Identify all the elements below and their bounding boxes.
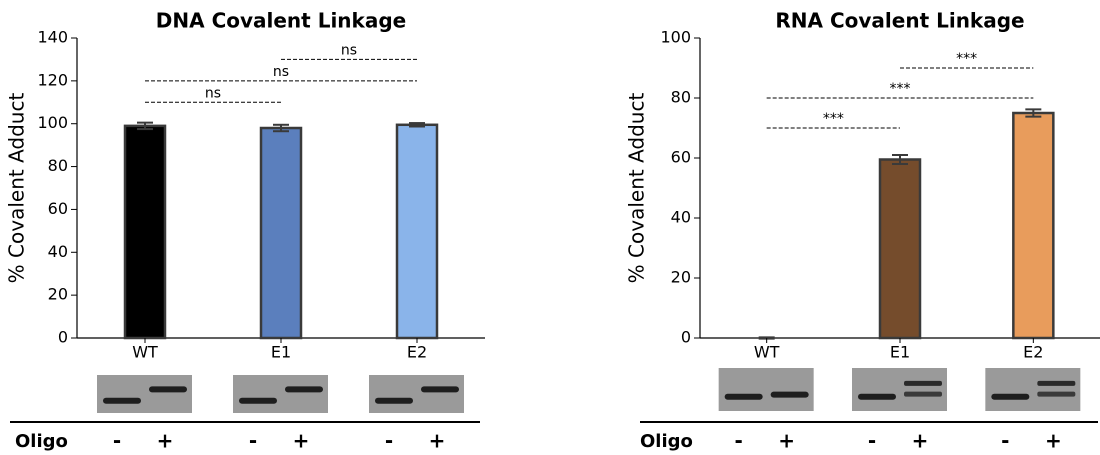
y-axis-label: % Covalent Adduct: [5, 93, 29, 284]
significance-label: ns: [205, 85, 221, 101]
x-tick-label: E2: [407, 343, 427, 362]
significance-label: ns: [273, 64, 289, 80]
significance-label: ***: [890, 81, 911, 97]
gel-band: [239, 398, 277, 404]
gel-image: [985, 368, 1080, 411]
lane-label: +: [912, 429, 929, 453]
bar: [1013, 113, 1053, 338]
lane-label: -: [868, 429, 876, 453]
chart-title: DNA Covalent Linkage: [156, 9, 406, 33]
x-tick-label: WT: [132, 343, 158, 362]
gel-band: [421, 386, 459, 392]
bar: [261, 128, 301, 338]
significance-label: ***: [823, 111, 844, 127]
gel-band: [904, 392, 942, 397]
gel-image: [719, 368, 814, 411]
bar: [397, 125, 437, 338]
x-tick-label: E1: [271, 343, 291, 362]
gel-band: [103, 398, 141, 404]
gel-band: [858, 394, 896, 400]
gel-band: [904, 381, 942, 386]
bar: [125, 126, 165, 338]
gel-band: [1037, 392, 1075, 397]
gel-band: [149, 386, 187, 392]
y-tick-label: 0: [58, 328, 68, 347]
lane-label: -: [113, 429, 121, 453]
y-tick-label: 40: [48, 242, 68, 261]
lane-label: +: [1045, 429, 1062, 453]
gel-band: [771, 392, 809, 398]
gel-band: [375, 398, 413, 404]
significance-label: ns: [341, 42, 357, 58]
x-tick-label: E2: [1023, 343, 1043, 362]
gel-image: [369, 375, 464, 413]
x-tick-label: E1: [890, 343, 910, 362]
significance-label: ***: [956, 51, 977, 67]
x-tick-label: WT: [754, 343, 780, 362]
gel-band: [991, 394, 1029, 400]
lane-label: -: [385, 429, 393, 453]
y-tick-label: 140: [37, 28, 68, 47]
lane-label: +: [157, 429, 174, 453]
lane-label: -: [735, 429, 743, 453]
bar: [880, 160, 920, 339]
gel-band: [725, 394, 763, 400]
y-tick-label: 80: [48, 156, 68, 175]
lane-label: -: [249, 429, 257, 453]
y-tick-label: 40: [671, 208, 691, 227]
lane-label: +: [293, 429, 310, 453]
lane-label: +: [429, 429, 446, 453]
y-tick-label: 20: [48, 285, 68, 304]
y-tick-label: 100: [37, 113, 68, 132]
chart-title: RNA Covalent Linkage: [775, 9, 1024, 33]
y-tick-label: 120: [37, 70, 68, 89]
y-tick-label: 60: [671, 148, 691, 167]
y-tick-label: 20: [671, 268, 691, 287]
figure: DNA Covalent Linkage % Covalent Adduct 0 20…: [0, 0, 1100, 455]
y-tick-label: 0: [681, 328, 691, 347]
gel-band: [1037, 381, 1075, 386]
oligo-label: Oligo: [640, 431, 693, 452]
y-tick-label: 60: [48, 199, 68, 218]
y-tick-label: 80: [671, 88, 691, 107]
gel-image: [97, 375, 192, 413]
lane-label: +: [778, 429, 795, 453]
y-axis-label: % Covalent Adduct: [625, 93, 649, 284]
gel-image: [852, 368, 947, 411]
lane-label: -: [1001, 429, 1009, 453]
gel-band: [285, 386, 323, 392]
gel-image: [233, 375, 328, 413]
y-tick-label: 100: [660, 28, 691, 47]
oligo-label: Oligo: [15, 431, 68, 452]
